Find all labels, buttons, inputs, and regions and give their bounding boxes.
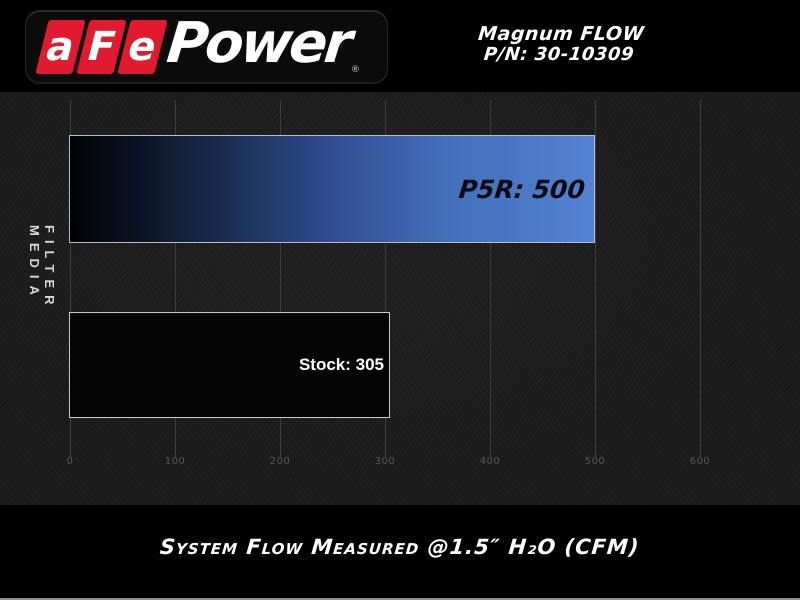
gridline-300 xyxy=(385,100,386,458)
bar-stock: Stock: 305 xyxy=(69,312,390,418)
image-bottom-edge xyxy=(0,598,800,600)
x-tick-label-300: 300 xyxy=(374,456,396,467)
x-tick-label-600: 600 xyxy=(689,456,711,467)
x-tick-label-400: 400 xyxy=(479,456,501,467)
afe-red-mark: a F e xyxy=(35,20,168,74)
footer-bar: System Flow Measured @1.5″ H₂O (CFM) xyxy=(0,505,800,600)
gridline-0 xyxy=(70,100,71,458)
afe-letter-e: e xyxy=(123,24,162,70)
gridline-600 xyxy=(700,100,701,458)
gridline-100 xyxy=(175,100,176,458)
gridline-400 xyxy=(490,100,491,458)
logo-power-text: Power xyxy=(163,11,353,76)
bar-chart-plot-area: FILTER MEDIA P5R: 500 Stock: 305 0 100 200… xyxy=(0,92,800,505)
product-name: Magnum FLOW xyxy=(477,23,646,45)
afe-letter-f: F xyxy=(82,24,121,70)
afe-tile-e: e xyxy=(117,20,168,74)
x-tick-label-500: 500 xyxy=(584,456,606,467)
x-tick-label-200: 200 xyxy=(269,456,291,467)
part-number: P/N: 30-10309 xyxy=(482,43,636,65)
x-tick-label-100: 100 xyxy=(164,456,186,467)
gridline-200 xyxy=(280,100,281,458)
bar-label-stock: Stock: 305 xyxy=(298,355,384,374)
bar-p5r: P5R: 500 xyxy=(69,135,595,243)
y-axis-label: FILTER MEDIA xyxy=(27,225,57,312)
chart-caption: System Flow Measured @1.5″ H₂O (CFM) xyxy=(159,534,641,559)
bar-label-p5r: P5R: 500 xyxy=(457,174,587,204)
header-bar: a F e Power ® Magnum FLOW P/N: 30-10309 xyxy=(0,0,800,92)
gridline-500 xyxy=(595,100,596,458)
registered-trademark-icon: ® xyxy=(350,65,360,75)
product-info: Magnum FLOW P/N: 30-10309 xyxy=(428,23,692,66)
afe-letter-a: a xyxy=(41,24,80,70)
x-tick-label-0: 0 xyxy=(66,456,74,467)
afe-power-logo: a F e Power ® xyxy=(25,10,388,84)
